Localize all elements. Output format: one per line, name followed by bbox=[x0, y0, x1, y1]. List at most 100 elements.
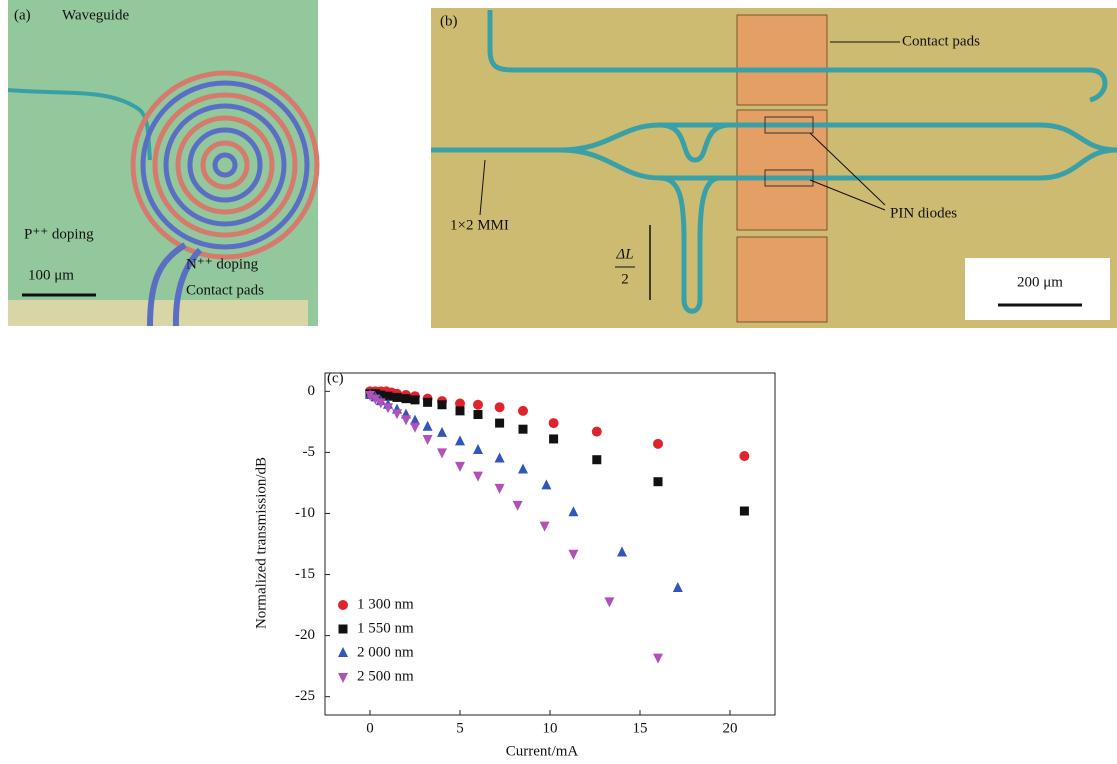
annotation: ΔL bbox=[615, 246, 633, 262]
point bbox=[518, 463, 528, 474]
y-tick-label: -25 bbox=[295, 688, 315, 704]
annotation: P⁺⁺ doping bbox=[24, 226, 94, 242]
legend-marker bbox=[338, 647, 348, 657]
legend-label: 2 000 nm bbox=[357, 644, 414, 660]
annotation: N⁺⁺ doping bbox=[186, 256, 259, 272]
point bbox=[423, 397, 433, 407]
point bbox=[376, 390, 386, 400]
point bbox=[653, 653, 663, 664]
point bbox=[410, 422, 420, 433]
legend-marker bbox=[338, 624, 348, 634]
point bbox=[653, 438, 663, 449]
arrow bbox=[809, 179, 886, 211]
point bbox=[422, 434, 433, 445]
y-tick-label: -20 bbox=[295, 627, 315, 643]
point bbox=[617, 546, 627, 557]
annotation: PIN diodes bbox=[890, 205, 957, 221]
diode bbox=[764, 116, 814, 134]
scale-box bbox=[965, 258, 1110, 320]
point bbox=[473, 410, 483, 420]
chart-title: (c) bbox=[327, 370, 344, 386]
point bbox=[739, 506, 749, 516]
y-tick-label: 0 bbox=[308, 383, 316, 399]
x-tick-label: 0 bbox=[366, 720, 374, 736]
arms bbox=[147, 242, 203, 327]
point bbox=[512, 500, 523, 511]
point bbox=[473, 471, 483, 482]
point bbox=[392, 409, 402, 420]
point bbox=[495, 418, 505, 428]
annotation: Waveguide bbox=[62, 7, 129, 23]
point bbox=[518, 405, 528, 416]
panel-a: (a) Waveguide P⁺⁺ doping N⁺⁺ doping Cont… bbox=[7, 0, 320, 327]
legend-label: 1 300 nm bbox=[357, 596, 414, 612]
point bbox=[739, 451, 750, 462]
point bbox=[494, 483, 505, 494]
point bbox=[437, 448, 447, 459]
point bbox=[568, 506, 579, 517]
point bbox=[672, 581, 683, 592]
legend-marker bbox=[338, 673, 348, 683]
point bbox=[410, 414, 420, 425]
point bbox=[548, 418, 559, 429]
point bbox=[494, 402, 505, 413]
panel-label: (a) bbox=[14, 7, 31, 23]
x-tick-label: 15 bbox=[633, 720, 648, 736]
point bbox=[591, 426, 602, 437]
panel-b: (b) Contact pads PIN diodes 1×2 MMI ΔL 2… bbox=[431, 8, 1117, 328]
point bbox=[549, 434, 559, 444]
scale-label: 100 μm bbox=[28, 267, 74, 283]
point bbox=[365, 390, 375, 401]
point bbox=[604, 597, 615, 608]
scale-label: 200 μm bbox=[1017, 274, 1063, 290]
point bbox=[410, 395, 420, 405]
point bbox=[383, 391, 393, 401]
x-axis-label: Current/mA bbox=[506, 743, 579, 759]
waveguides bbox=[431, 10, 1117, 314]
legend-label: 1 550 nm bbox=[357, 620, 414, 636]
point bbox=[392, 392, 402, 402]
point bbox=[455, 398, 465, 409]
point bbox=[375, 398, 386, 409]
diode bbox=[764, 169, 814, 187]
point bbox=[592, 455, 602, 465]
x-tick-label: 5 bbox=[456, 720, 464, 736]
x-tick-label: 20 bbox=[723, 720, 738, 736]
point bbox=[401, 415, 411, 426]
x-tick-label: 10 bbox=[543, 720, 558, 736]
point bbox=[473, 443, 483, 454]
y-tick-label: -5 bbox=[303, 444, 316, 460]
y-axis-label: Normalized transmission/dB bbox=[253, 457, 269, 629]
annotation: Contact pads bbox=[186, 282, 264, 298]
arrow bbox=[479, 159, 486, 216]
point bbox=[383, 403, 393, 414]
panel-label: (b) bbox=[440, 13, 458, 29]
point bbox=[455, 406, 465, 416]
point bbox=[455, 461, 465, 472]
point bbox=[494, 452, 505, 463]
annotation: 1×2 MMI bbox=[450, 217, 509, 233]
spiral bbox=[130, 70, 320, 260]
point bbox=[401, 394, 411, 404]
point bbox=[653, 477, 663, 487]
point bbox=[437, 426, 447, 437]
point bbox=[518, 424, 528, 434]
contact-pads bbox=[736, 14, 828, 323]
annotation: Contact pads bbox=[902, 33, 980, 49]
point bbox=[568, 549, 579, 560]
point bbox=[541, 479, 552, 490]
y-tick-label: -10 bbox=[295, 505, 315, 521]
legend-label: 2 500 nm bbox=[357, 668, 414, 684]
point bbox=[539, 521, 550, 532]
point bbox=[455, 435, 465, 446]
micrograph-a bbox=[8, 0, 318, 326]
point bbox=[437, 400, 447, 410]
legend-marker bbox=[338, 600, 348, 610]
point bbox=[473, 399, 483, 410]
point bbox=[422, 420, 433, 431]
annotation: 2 bbox=[621, 271, 629, 287]
pad-a bbox=[8, 300, 308, 326]
y-tick-label: -15 bbox=[295, 566, 315, 582]
